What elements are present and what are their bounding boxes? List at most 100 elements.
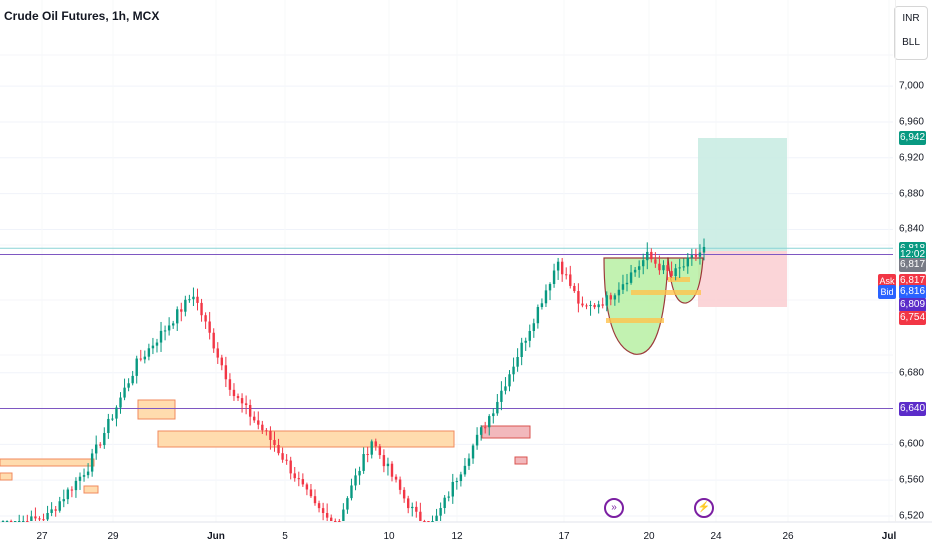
candle (313, 496, 317, 504)
candle (435, 515, 438, 521)
candle (297, 478, 300, 480)
candle (147, 348, 151, 357)
candle (658, 263, 661, 271)
candle (34, 516, 37, 519)
candle (447, 496, 450, 498)
cup-pattern (603, 257, 669, 355)
candle (378, 446, 382, 456)
x-tick-label: Jun (207, 531, 225, 542)
y-tick-label: 6,560 (898, 474, 924, 486)
currency-bll[interactable]: BLL (902, 37, 920, 48)
price-tag: 6,817 (899, 274, 926, 289)
candle (394, 476, 398, 480)
candle (232, 389, 236, 397)
x-tick-label: 26 (782, 531, 794, 542)
candle (74, 480, 78, 491)
candle (492, 413, 495, 417)
supply-zone (157, 430, 455, 448)
candle (451, 482, 454, 497)
candle (629, 272, 633, 283)
candle (208, 321, 211, 333)
candle (13, 521, 17, 522)
candle (253, 416, 256, 421)
candle (159, 330, 163, 343)
demand-zone (0, 458, 95, 467)
candle (293, 473, 296, 479)
candle (9, 521, 13, 522)
candle (516, 357, 519, 367)
candle (123, 387, 126, 398)
candle (346, 498, 349, 510)
candle (342, 509, 345, 521)
x-tick-label: 29 (107, 531, 119, 542)
price-tag: 6,942 (899, 131, 926, 146)
candle (698, 252, 702, 257)
supply-zone (514, 456, 528, 465)
event-icon-flash[interactable]: ⚡ (694, 498, 714, 518)
candle (236, 396, 240, 399)
candle (415, 506, 418, 512)
candle (184, 299, 187, 312)
x-tick-label: 12 (451, 531, 463, 542)
candle (646, 251, 649, 261)
x-tick-label: 5 (282, 531, 288, 542)
candle (702, 246, 706, 253)
demand-zone (631, 290, 701, 295)
candle (593, 304, 596, 308)
candle (309, 489, 313, 497)
candle (273, 439, 276, 446)
candle (171, 323, 175, 326)
candle (431, 521, 434, 522)
candle (78, 476, 82, 481)
candle (662, 265, 665, 271)
candle (139, 358, 142, 360)
candle (94, 444, 98, 454)
candle (362, 454, 365, 471)
bid-label: Bid (878, 285, 896, 300)
candle (471, 445, 475, 459)
candle (90, 453, 94, 472)
candle (257, 420, 260, 425)
candle (633, 269, 637, 273)
candle (167, 325, 171, 331)
candle (86, 471, 90, 476)
candle (544, 290, 548, 304)
candle (407, 498, 410, 509)
candle (325, 512, 329, 518)
candle (240, 398, 244, 404)
candle (589, 304, 592, 306)
candle (370, 441, 373, 455)
y-tick-label: 6,600 (898, 438, 924, 450)
candle (621, 284, 625, 290)
candle (261, 424, 264, 431)
candle (605, 295, 608, 306)
candle (338, 521, 341, 522)
currency-selector[interactable]: INR BLL (894, 6, 928, 60)
candle (70, 489, 74, 491)
event-icon-dividend[interactable]: » (604, 498, 624, 518)
candle (459, 474, 463, 482)
candle (188, 299, 191, 301)
candle (690, 255, 694, 258)
candle (265, 430, 268, 432)
candle (1, 521, 5, 522)
candle (50, 509, 53, 513)
candle (62, 499, 65, 502)
candle (228, 379, 232, 390)
candle (609, 295, 613, 300)
candle (552, 270, 556, 285)
candle (301, 479, 305, 485)
candle (398, 479, 402, 490)
candle (411, 506, 414, 509)
candle (463, 465, 467, 475)
currency-inr[interactable]: INR (902, 13, 920, 24)
candle (540, 303, 544, 308)
candle (625, 282, 629, 285)
price-tag: 6,817 (899, 258, 926, 273)
candle (512, 366, 515, 375)
candle (569, 274, 572, 286)
candle (216, 348, 219, 358)
candle (317, 503, 321, 509)
